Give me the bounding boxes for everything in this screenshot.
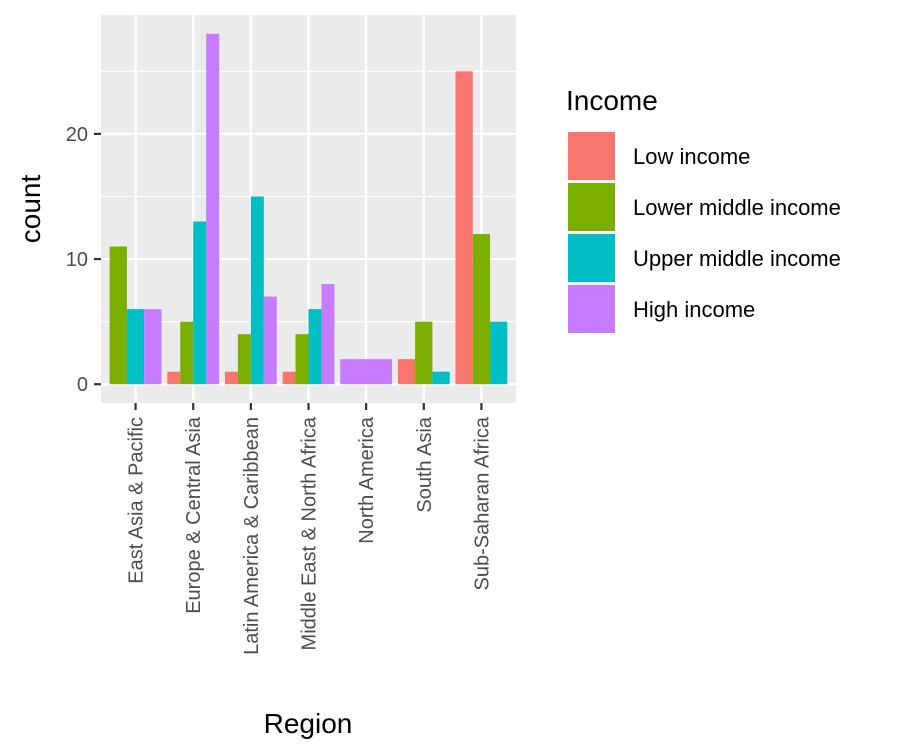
legend: Income Low income Lower middle income Uppe… xyxy=(566,85,841,333)
x-tick-label: North America xyxy=(356,416,378,544)
legend-key-lower-middle-income xyxy=(568,183,615,231)
bar-high-income xyxy=(263,296,277,385)
bar-lower-middle-income xyxy=(180,321,194,385)
y-tick-label: 20 xyxy=(66,124,88,146)
bar-lower-middle-income xyxy=(109,246,127,385)
bar-low-income xyxy=(282,371,296,385)
bar-upper-middle-income xyxy=(250,196,264,385)
bar-upper-middle-income xyxy=(432,371,450,385)
bar-lower-middle-income xyxy=(472,234,491,385)
y-axis-title: count xyxy=(15,175,46,244)
x-tick-label: Latin America & Caribbean xyxy=(241,417,263,655)
x-tick-label: Sub-Saharan Africa xyxy=(471,416,493,590)
legend-label-upper-middle-income: Upper middle income xyxy=(633,246,841,271)
bar-lower-middle-income xyxy=(237,334,251,385)
x-axis: East Asia & Pacific Europe & Central Asia… xyxy=(126,403,493,655)
legend-label-low-income: Low income xyxy=(633,144,750,169)
bar-high-income xyxy=(340,359,393,385)
bars-layer xyxy=(109,33,508,385)
bar-low-income xyxy=(397,359,416,385)
x-tick-label: Europe & Central Asia xyxy=(183,416,205,614)
bar-high-income xyxy=(144,309,162,385)
bar-upper-middle-income xyxy=(490,321,508,385)
y-tick-label: 0 xyxy=(77,374,88,396)
bar-low-income xyxy=(224,371,238,385)
x-tick-label: East Asia & Pacific xyxy=(126,417,148,584)
bar-low-income xyxy=(455,71,473,385)
x-axis-title: Region xyxy=(264,708,353,739)
bar-low-income xyxy=(167,371,181,385)
x-tick-label: South Asia xyxy=(414,416,436,513)
legend-key-low-income xyxy=(568,132,615,180)
y-axis: 0 10 20 xyxy=(66,124,101,396)
bar-lower-middle-income xyxy=(295,334,309,385)
x-tick-label: Middle East & North Africa xyxy=(299,416,321,650)
legend-label-high-income: High income xyxy=(633,297,755,322)
bar-lower-middle-income xyxy=(415,321,433,385)
legend-title: Income xyxy=(566,85,658,116)
legend-label-lower-middle-income: Lower middle income xyxy=(633,195,841,220)
bar-upper-middle-income xyxy=(193,221,207,385)
bar-high-income xyxy=(321,284,335,385)
bar-high-income xyxy=(206,33,220,385)
bar-upper-middle-income xyxy=(308,309,322,385)
legend-key-high-income xyxy=(568,285,615,333)
legend-key-upper-middle-income xyxy=(568,234,615,282)
y-tick-label: 10 xyxy=(66,249,88,271)
bar-upper-middle-income xyxy=(126,309,145,385)
